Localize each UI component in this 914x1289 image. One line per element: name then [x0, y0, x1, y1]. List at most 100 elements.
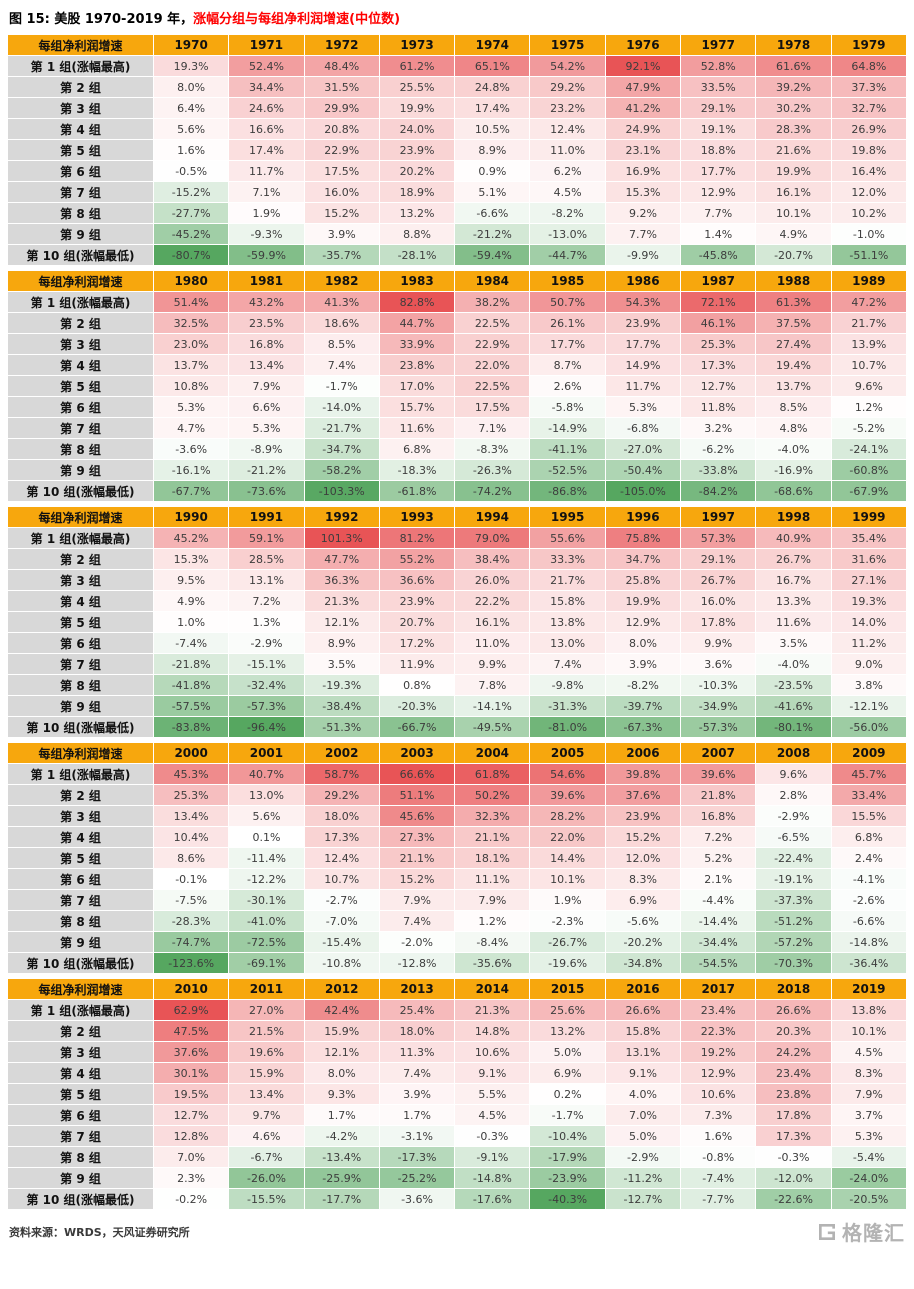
row-label: 第 8 组	[7, 202, 154, 224]
value-cell: -9.3%	[228, 223, 305, 245]
value-cell: 14.9%	[604, 354, 682, 376]
figure-page: 图 15: 美股 1970-2019 年，涨幅分组与每组净利润增速(中位数) 每…	[7, 12, 908, 1245]
year-header: 2004	[454, 742, 531, 764]
value-cell: 11.8%	[680, 396, 757, 418]
value-cell: 11.7%	[228, 160, 305, 182]
value-cell: 6.2%	[529, 160, 606, 182]
value-cell: 25.3%	[152, 784, 230, 806]
value-cell: 26.6%	[755, 999, 832, 1021]
value-cell: 16.0%	[303, 181, 380, 203]
value-cell: -3.6%	[152, 438, 230, 460]
row-label: 第 4 组	[7, 826, 154, 848]
value-cell: 6.8%	[378, 438, 456, 460]
value-cell: 3.9%	[303, 223, 380, 245]
table-row: 第 4 组 5.6% 16.6% 20.8% 24.0% 10.5% 12.4% 24.9% 1…	[7, 118, 908, 140]
value-cell: 23.9%	[378, 139, 456, 161]
value-cell: -14.9%	[529, 417, 606, 439]
value-cell: 33.9%	[378, 333, 456, 355]
value-cell: 5.3%	[604, 396, 682, 418]
year-header: 1999	[830, 506, 908, 528]
value-cell: 65.1%	[454, 55, 531, 77]
value-cell: 92.1%	[604, 55, 682, 77]
value-cell: -26.0%	[228, 1167, 305, 1189]
value-cell: 39.6%	[529, 784, 606, 806]
value-cell: 17.3%	[755, 1125, 832, 1147]
value-cell: 12.4%	[529, 118, 606, 140]
value-cell: -10.3%	[680, 674, 757, 696]
value-cell: 24.2%	[755, 1041, 832, 1063]
value-cell: -6.2%	[680, 438, 757, 460]
value-cell: 36.3%	[303, 569, 380, 591]
value-cell: -80.7%	[152, 244, 230, 266]
value-cell: 8.8%	[378, 223, 456, 245]
value-cell: 22.5%	[454, 312, 531, 334]
value-cell: -25.9%	[303, 1167, 380, 1189]
year-header: 1980	[152, 270, 230, 292]
year-header: 2005	[529, 742, 606, 764]
value-cell: 7.2%	[228, 590, 305, 612]
value-cell: 13.8%	[830, 999, 908, 1021]
value-cell: -1.7%	[529, 1104, 606, 1126]
value-cell: 24.8%	[454, 76, 531, 98]
row-label: 第 2 组	[7, 784, 154, 806]
value-cell: 47.5%	[152, 1020, 230, 1042]
table-row: 第 10 组(涨幅最低) -83.8% -96.4% -51.3% -66.7% -49.…	[7, 716, 908, 738]
value-cell: -27.7%	[152, 202, 230, 224]
value-cell: -20.2%	[604, 931, 682, 953]
year-header: 1978	[755, 34, 832, 56]
value-cell: 5.6%	[228, 805, 305, 827]
value-cell: -0.5%	[152, 160, 230, 182]
value-cell: 25.8%	[604, 569, 682, 591]
value-cell: 5.0%	[604, 1125, 682, 1147]
value-cell: 8.5%	[755, 396, 832, 418]
value-cell: 18.6%	[303, 312, 380, 334]
value-cell: 23.2%	[529, 97, 606, 119]
value-cell: -2.3%	[529, 910, 606, 932]
row-label: 第 5 组	[7, 611, 154, 633]
value-cell: 15.3%	[604, 181, 682, 203]
value-cell: 9.9%	[454, 653, 531, 675]
table-row: 第 9 组 -57.5% -57.3% -38.4% -20.3% -14.1% -31.3…	[7, 695, 908, 717]
value-cell: -20.3%	[378, 695, 456, 717]
value-cell: -60.8%	[830, 459, 908, 481]
value-cell: -54.5%	[680, 952, 757, 974]
value-cell: 8.7%	[529, 354, 606, 376]
value-cell: 38.2%	[454, 291, 531, 313]
value-cell: 15.5%	[830, 805, 908, 827]
row-label: 第 10 组(涨幅最低)	[7, 716, 154, 738]
row-label: 第 6 组	[7, 160, 154, 182]
value-cell: 23.1%	[604, 139, 682, 161]
value-cell: -51.2%	[755, 910, 832, 932]
value-cell: -72.5%	[228, 931, 305, 953]
value-cell: 19.3%	[152, 55, 230, 77]
row-label: 第 4 组	[7, 354, 154, 376]
year-header: 1992	[303, 506, 380, 528]
year-header: 1988	[755, 270, 832, 292]
value-cell: -2.9%	[604, 1146, 682, 1168]
value-cell: 6.9%	[604, 889, 682, 911]
value-cell: 6.6%	[228, 396, 305, 418]
value-cell: 10.1%	[529, 868, 606, 890]
table-row: 第 5 组 8.6% -11.4% 12.4% 21.1% 18.1% 14.4% 12.0%…	[7, 847, 908, 869]
value-cell: 1.7%	[378, 1104, 456, 1126]
value-cell: 15.9%	[303, 1020, 380, 1042]
row-label: 第 7 组	[7, 889, 154, 911]
value-cell: -2.0%	[378, 931, 456, 953]
value-cell: 23.8%	[378, 354, 456, 376]
value-cell: -2.7%	[303, 889, 380, 911]
value-cell: -5.4%	[830, 1146, 908, 1168]
value-cell: -10.8%	[303, 952, 380, 974]
year-header: 2012	[303, 978, 380, 1000]
value-cell: -14.4%	[680, 910, 757, 932]
value-cell: 14.4%	[529, 847, 606, 869]
row-label: 第 10 组(涨幅最低)	[7, 952, 154, 974]
value-cell: 35.4%	[830, 527, 908, 549]
value-cell: 21.7%	[529, 569, 606, 591]
value-cell: 8.9%	[454, 139, 531, 161]
value-cell: 21.1%	[378, 847, 456, 869]
value-cell: -16.9%	[755, 459, 832, 481]
year-header: 1979	[830, 34, 908, 56]
table-row: 第 10 组(涨幅最低) -0.2% -15.5% -17.7% -3.6% -17.6%…	[7, 1188, 908, 1210]
value-cell: -0.2%	[152, 1188, 230, 1210]
table-row: 第 6 组 -0.1% -12.2% 10.7% 15.2% 11.1% 10.1% 8.3%…	[7, 868, 908, 890]
